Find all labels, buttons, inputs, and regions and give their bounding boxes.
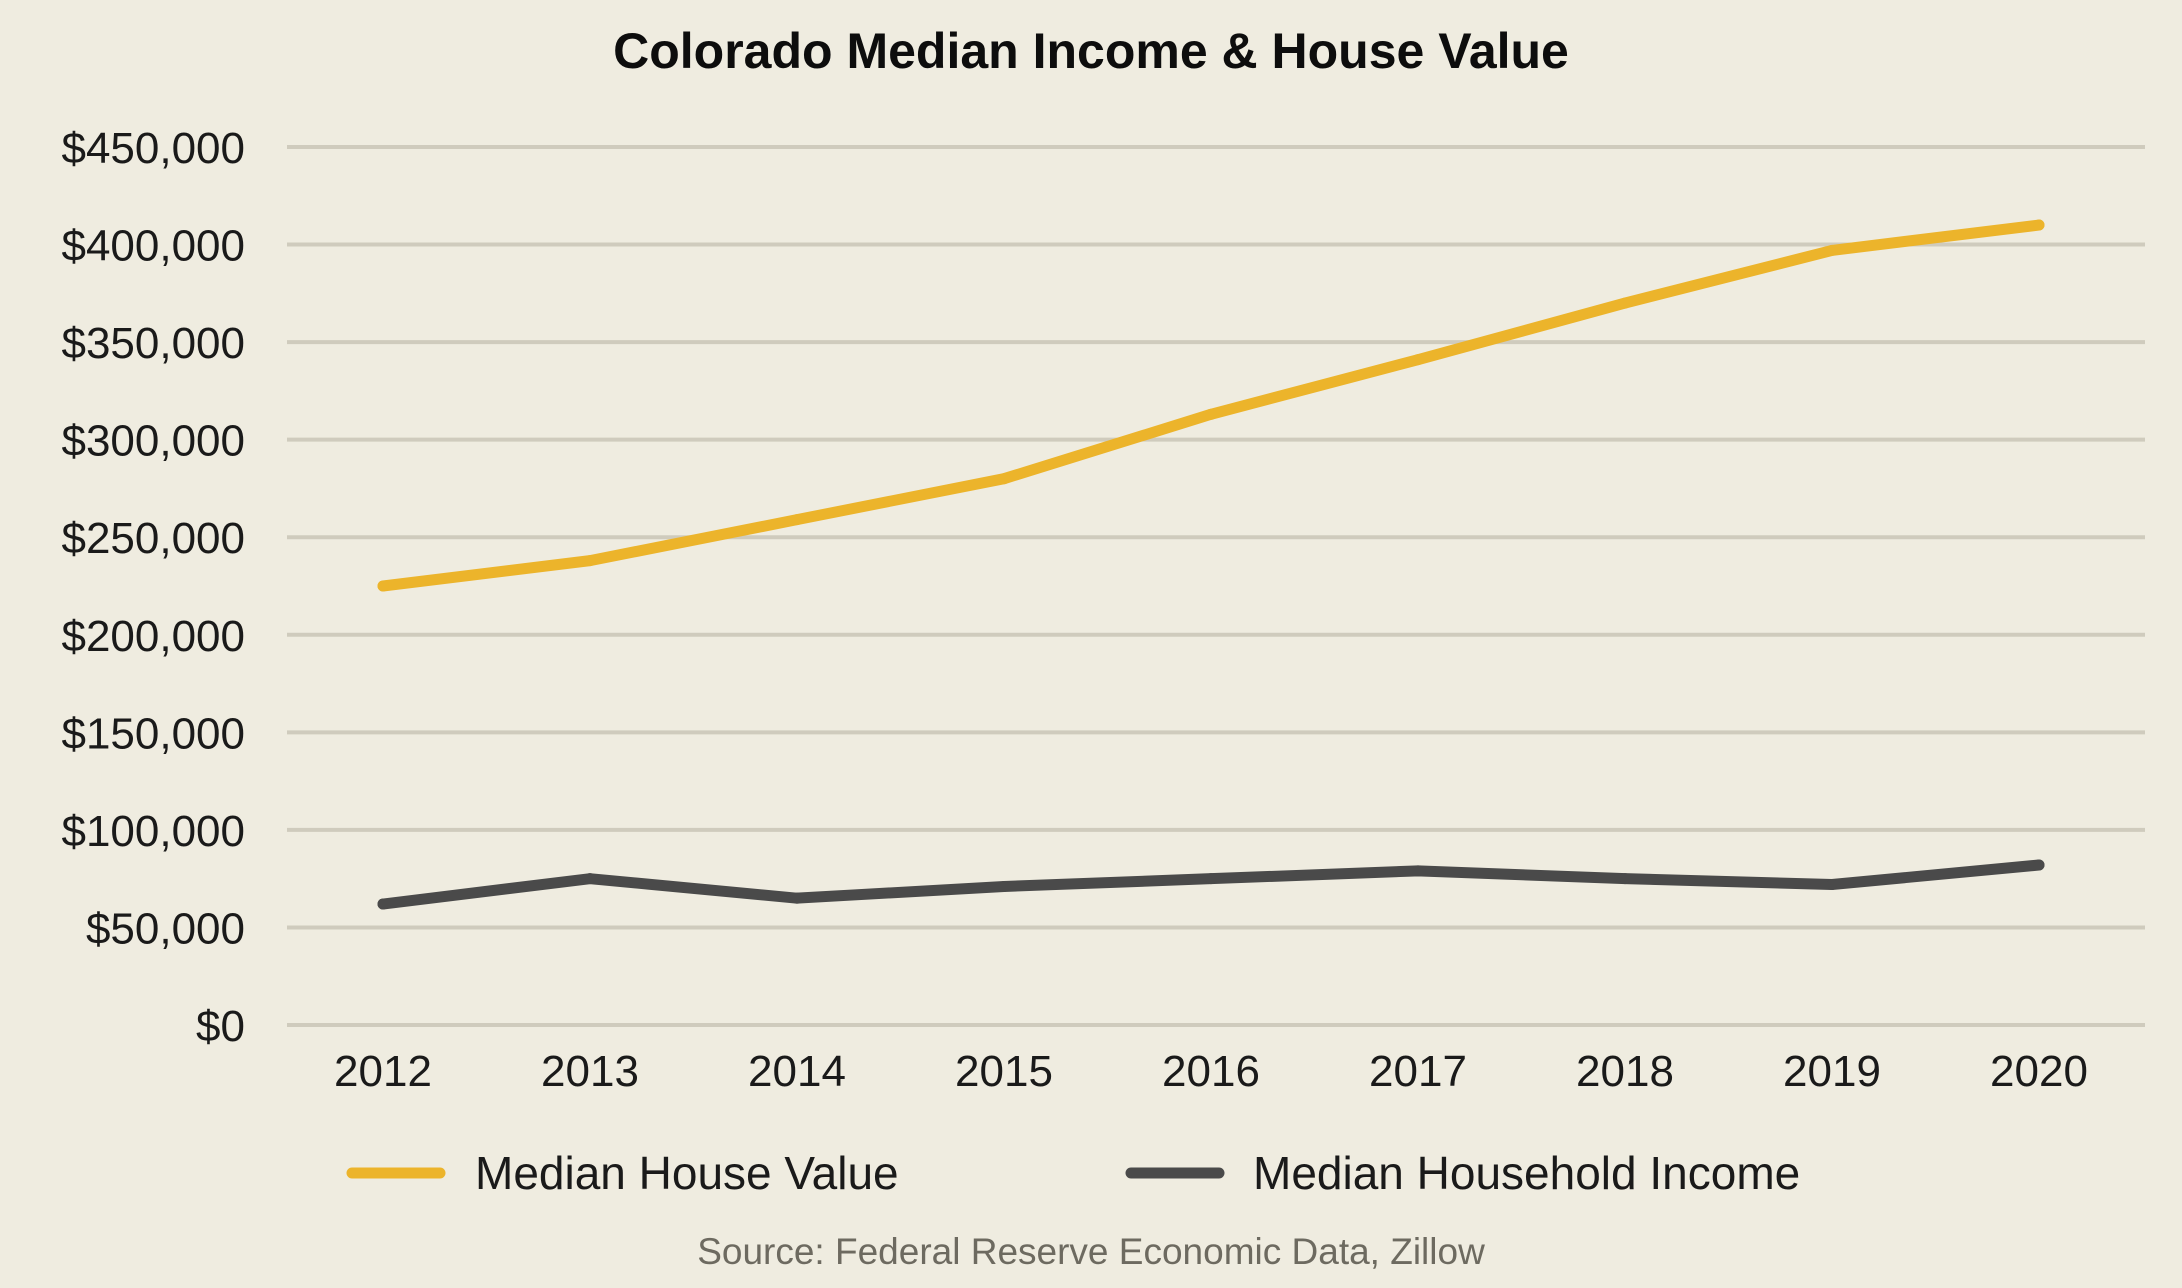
gridlines xyxy=(287,145,2145,1027)
legend: Median House Value Median Household Incom… xyxy=(346,1147,1800,1199)
y-axis-ticks: $0 $50,000 $100,000 $150,000 $200,000 $250,00… xyxy=(61,124,245,1051)
median-house-value-point xyxy=(1412,354,1424,366)
y-tick-label: $50,000 xyxy=(86,904,245,953)
y-tick-label: $100,000 xyxy=(61,807,245,856)
y-tick-label: $300,000 xyxy=(61,417,245,466)
legend-label-median-household-income: Median Household Income xyxy=(1253,1147,1800,1199)
median-household-income-line xyxy=(377,859,2045,910)
x-tick-label: 2016 xyxy=(1162,1047,1260,1096)
chart-title: Colorado Median Income & House Value xyxy=(613,23,1569,79)
median-household-income-point xyxy=(998,880,1010,892)
x-tick-label: 2015 xyxy=(955,1047,1053,1096)
median-household-income-point xyxy=(584,873,596,885)
y-tick-label: $350,000 xyxy=(61,319,245,368)
y-tick-label: $0 xyxy=(196,1002,245,1051)
x-tick-label: 2014 xyxy=(748,1047,846,1096)
x-tick-label: 2012 xyxy=(334,1047,432,1096)
y-tick-label: $250,000 xyxy=(61,514,245,563)
y-tick-label: $200,000 xyxy=(61,612,245,661)
median-household-income-point xyxy=(1205,873,1217,885)
x-tick-label: 2018 xyxy=(1576,1047,1674,1096)
x-tick-label: 2017 xyxy=(1369,1047,1467,1096)
legend-label-median-house-value: Median House Value xyxy=(475,1147,899,1199)
x-tick-label: 2019 xyxy=(1783,1047,1881,1096)
median-household-income-point xyxy=(377,898,389,910)
median-house-value-point xyxy=(1826,244,1838,256)
median-household-income-point xyxy=(791,892,803,904)
median-house-value-point xyxy=(998,473,1010,485)
median-household-income-point xyxy=(1412,865,1424,877)
median-household-income-point xyxy=(2033,859,2045,871)
median-house-value-point xyxy=(1205,408,1217,420)
x-tick-label: 2013 xyxy=(541,1047,639,1096)
median-household-income-point xyxy=(1826,879,1838,891)
x-tick-label: 2020 xyxy=(1990,1047,2088,1096)
median-house-value-point xyxy=(1619,297,1631,309)
y-tick-label: $150,000 xyxy=(61,709,245,758)
median-house-value-point xyxy=(377,580,389,592)
x-axis-ticks: 2012 2013 2014 2015 2016 2017 2018 2019 2020 xyxy=(334,1047,2088,1096)
y-tick-label: $450,000 xyxy=(61,124,245,173)
y-tick-label: $400,000 xyxy=(61,222,245,271)
source-note: Source: Federal Reserve Economic Data, Z… xyxy=(697,1231,1485,1272)
median-house-value-point xyxy=(791,514,803,526)
median-house-value-line xyxy=(377,219,2045,592)
median-house-value-point xyxy=(584,555,596,567)
median-house-value-point xyxy=(2033,219,2045,231)
median-household-income-point xyxy=(1619,873,1631,885)
series-lines xyxy=(377,219,2045,910)
